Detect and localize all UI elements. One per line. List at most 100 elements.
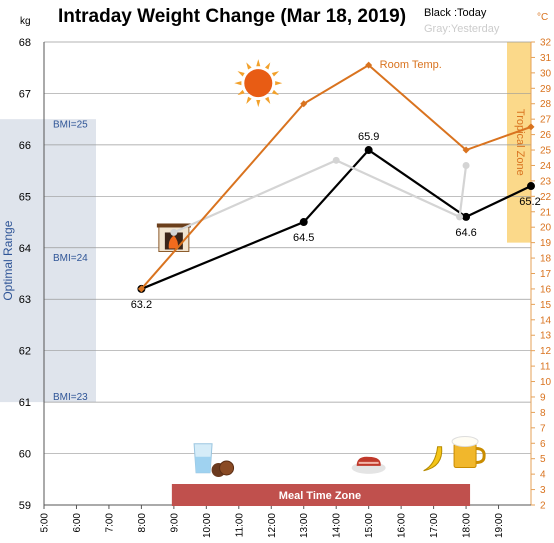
legend-yesterday: Gray:Yesterday xyxy=(424,23,500,35)
beer-icon xyxy=(451,436,486,469)
sun-ray xyxy=(234,81,242,86)
sun-icon xyxy=(234,59,283,108)
data-label: 64.5 xyxy=(293,232,314,244)
bmi-label: BMI=24 xyxy=(53,253,88,264)
sun-ray xyxy=(246,96,252,104)
y-right-tick-label: 32 xyxy=(540,38,552,49)
fireplace-icon xyxy=(156,223,191,252)
x-tick-label: 13:00 xyxy=(299,513,310,538)
x-tick-label: 14:00 xyxy=(332,513,343,538)
today-point xyxy=(527,182,535,191)
x-tick-label: 7:00 xyxy=(104,513,115,533)
y-right-tick-label: 20 xyxy=(540,223,552,234)
meal-time-zone-label: Meal Time Zone xyxy=(279,490,361,502)
x-tick-label: 18:00 xyxy=(462,513,473,538)
y-right-tick-label: 10 xyxy=(540,377,552,388)
sun-ray xyxy=(246,62,252,70)
yesterday-point xyxy=(332,156,340,164)
bmi-label: BMI=25 xyxy=(53,119,88,130)
x-tick-label: 17:00 xyxy=(429,513,440,538)
x-tick-label: 10:00 xyxy=(202,513,213,538)
y-right-tick-label: 8 xyxy=(540,408,546,419)
steak-meat xyxy=(356,456,381,466)
today-point xyxy=(299,218,308,227)
banana-body xyxy=(423,446,443,472)
x-tick-label: 19:00 xyxy=(494,513,505,538)
y-right-tick-label: 17 xyxy=(540,269,552,280)
y-right-tick-label: 9 xyxy=(540,392,546,403)
y-right-tick-label: 26 xyxy=(540,130,552,141)
y-right-tick-label: 15 xyxy=(540,300,552,311)
today-point xyxy=(364,146,373,155)
y-right-tick-label: 2 xyxy=(540,501,546,512)
y-right-tick-label: 4 xyxy=(540,470,546,481)
y-right-tick-label: 29 xyxy=(540,84,552,95)
x-tick-label: 6:00 xyxy=(72,513,83,533)
y-left-tick-label: 61 xyxy=(19,397,31,409)
temp-point xyxy=(300,100,308,108)
y-left-tick-label: 65 xyxy=(19,191,31,203)
meal-time-zone-bar xyxy=(171,484,471,506)
y-right-tick-label: 13 xyxy=(540,331,552,342)
sun-ray xyxy=(237,71,245,77)
x-tick-label: 9:00 xyxy=(169,513,180,533)
temp-point xyxy=(137,285,145,293)
glass-water xyxy=(195,456,212,473)
y-right-tick-label: 28 xyxy=(540,99,552,110)
y-right-tick-label: 21 xyxy=(540,207,552,218)
y-right-tick-label: 24 xyxy=(540,161,552,172)
temp-point xyxy=(365,61,373,69)
today-point xyxy=(462,212,471,221)
y-left-tick-label: 66 xyxy=(19,140,31,152)
yesterday-point xyxy=(462,161,470,169)
data-label: 64.6 xyxy=(455,227,476,239)
y-right-tick-label: 30 xyxy=(540,68,552,79)
series-line-room-temp- xyxy=(140,63,532,290)
sun-ray xyxy=(264,62,271,70)
cookie-2 xyxy=(219,460,235,476)
data-label: 65.9 xyxy=(358,131,379,143)
banana-icon xyxy=(423,446,443,472)
temp-point xyxy=(462,146,470,154)
y-left-tick-label: 59 xyxy=(19,500,31,512)
y-right-tick-label: 23 xyxy=(540,176,552,187)
sun-ray xyxy=(264,96,271,104)
y-right-unit: °C xyxy=(537,12,548,23)
y-right-tick-label: 6 xyxy=(540,439,546,450)
series-line-yesterday xyxy=(173,159,468,234)
temp-point xyxy=(527,123,535,131)
yesterday-point xyxy=(456,213,464,221)
chart-title: Intraday Weight Change (Mar 18, 2019) xyxy=(58,6,406,27)
sun-ray xyxy=(271,89,280,96)
fireplace-mantel xyxy=(156,223,191,228)
y-right-tick-label: 19 xyxy=(540,238,552,249)
y-right-tick-label: 5 xyxy=(540,454,546,465)
sun-ray xyxy=(275,81,283,86)
y-right-tick-label: 27 xyxy=(540,115,552,126)
x-tick-label: 11:00 xyxy=(234,513,245,538)
data-label: 65.2 xyxy=(519,196,540,208)
sun-ray xyxy=(256,59,261,67)
sun-ray xyxy=(271,71,280,77)
x-tick-label: 12:00 xyxy=(267,513,278,538)
y-right-tick-label: 25 xyxy=(540,146,552,157)
beer-foam xyxy=(451,436,479,448)
beer-handle xyxy=(475,447,486,465)
legend-today: Black :Today xyxy=(424,7,487,19)
y-right-tick-label: 14 xyxy=(540,315,552,326)
steak-icon xyxy=(351,456,386,474)
series-line-today xyxy=(140,148,532,290)
data-label: 63.2 xyxy=(131,299,152,311)
y-right-tick-label: 3 xyxy=(540,485,546,496)
y-left-unit: kg xyxy=(20,16,31,27)
optimal-range-label: Optimal Range xyxy=(1,220,15,300)
beer-mug xyxy=(453,443,477,469)
x-tick-label: 15:00 xyxy=(364,513,375,538)
y-left-tick-label: 60 xyxy=(19,449,31,461)
y-left-tick-label: 67 xyxy=(19,88,31,100)
y-right-tick-label: 22 xyxy=(540,192,552,203)
yesterday-point xyxy=(170,228,178,236)
y-right-tick-label: 31 xyxy=(540,53,552,64)
x-tick-label: 8:00 xyxy=(137,513,148,533)
y-left-tick-label: 64 xyxy=(19,243,31,255)
